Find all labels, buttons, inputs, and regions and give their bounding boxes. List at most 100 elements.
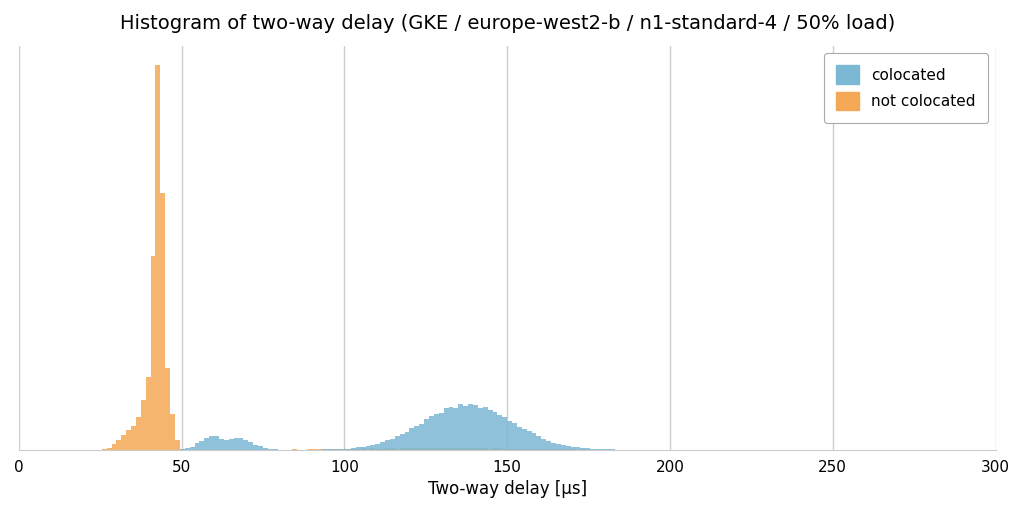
Bar — [355, 449, 360, 450]
Bar — [380, 442, 385, 450]
Bar — [590, 449, 595, 450]
Bar — [556, 443, 561, 450]
Bar — [375, 449, 380, 450]
Bar — [468, 448, 473, 450]
Bar — [512, 449, 517, 450]
Bar — [253, 445, 258, 450]
Bar — [415, 426, 419, 450]
Bar — [478, 408, 482, 450]
Bar — [463, 448, 468, 450]
Bar — [228, 439, 233, 450]
Bar — [419, 424, 424, 450]
Bar — [189, 446, 195, 450]
Bar — [507, 421, 512, 450]
Bar — [399, 449, 404, 450]
Bar — [566, 446, 570, 450]
Bar — [449, 408, 454, 450]
Bar — [117, 440, 121, 450]
Bar — [526, 432, 531, 450]
Bar — [482, 407, 487, 450]
Bar — [327, 449, 332, 450]
Bar — [200, 441, 205, 450]
Title: Histogram of two-way delay (GKE / europe-west2-b / n1-standard-4 / 50% load): Histogram of two-way delay (GKE / europe… — [120, 14, 895, 33]
Bar — [605, 449, 609, 450]
Legend: colocated, not colocated: colocated, not colocated — [824, 53, 988, 122]
Bar — [205, 438, 209, 450]
Bar — [517, 449, 522, 450]
Bar — [502, 449, 507, 450]
Bar — [404, 449, 410, 450]
Bar — [233, 438, 239, 450]
Bar — [410, 428, 415, 450]
Bar — [522, 429, 526, 450]
Bar — [522, 449, 526, 450]
Bar — [493, 449, 498, 450]
Bar — [487, 410, 493, 450]
Bar — [351, 449, 355, 450]
Bar — [165, 369, 170, 450]
Bar — [156, 65, 161, 450]
Bar — [126, 430, 131, 450]
Bar — [131, 426, 136, 450]
Bar — [459, 449, 463, 450]
Bar — [537, 436, 542, 450]
Bar — [507, 449, 512, 450]
Bar — [263, 448, 268, 450]
Bar — [332, 449, 336, 450]
Bar — [399, 434, 404, 450]
Bar — [195, 443, 200, 450]
Bar — [161, 193, 165, 450]
Bar — [336, 449, 341, 450]
Bar — [454, 408, 459, 450]
Bar — [438, 448, 443, 450]
Bar — [570, 447, 575, 450]
Bar — [459, 404, 463, 450]
Bar — [239, 438, 244, 450]
Bar — [385, 440, 390, 450]
Bar — [336, 449, 341, 450]
Bar — [106, 447, 112, 450]
Bar — [595, 449, 600, 450]
Bar — [546, 441, 551, 450]
Bar — [443, 448, 449, 450]
Bar — [322, 449, 327, 450]
Bar — [454, 448, 459, 450]
Bar — [575, 447, 581, 450]
Bar — [512, 423, 517, 450]
Bar — [355, 447, 360, 450]
Bar — [531, 433, 537, 450]
Bar — [112, 444, 117, 450]
Bar — [224, 440, 228, 450]
Bar — [366, 449, 371, 450]
Bar — [429, 416, 434, 450]
Bar — [380, 449, 385, 450]
Bar — [390, 449, 395, 450]
Bar — [141, 400, 145, 450]
Bar — [424, 419, 429, 450]
Bar — [526, 449, 531, 450]
Bar — [531, 449, 537, 450]
Bar — [248, 442, 253, 450]
Bar — [429, 448, 434, 450]
Bar — [360, 447, 366, 450]
Bar — [404, 432, 410, 450]
Bar — [424, 447, 429, 450]
Bar — [170, 414, 175, 450]
Bar — [449, 447, 454, 450]
Bar — [145, 377, 151, 450]
Bar — [473, 449, 478, 450]
Bar — [184, 449, 189, 450]
Bar — [395, 436, 399, 450]
Bar — [346, 449, 351, 450]
Bar — [542, 439, 546, 450]
Bar — [463, 406, 468, 450]
Bar — [581, 448, 586, 450]
Bar — [410, 448, 415, 450]
Bar — [351, 448, 355, 450]
Bar — [209, 436, 214, 450]
Bar — [360, 449, 366, 450]
Bar — [443, 409, 449, 450]
Bar — [375, 443, 380, 450]
Bar — [219, 439, 224, 450]
Bar — [517, 427, 522, 450]
